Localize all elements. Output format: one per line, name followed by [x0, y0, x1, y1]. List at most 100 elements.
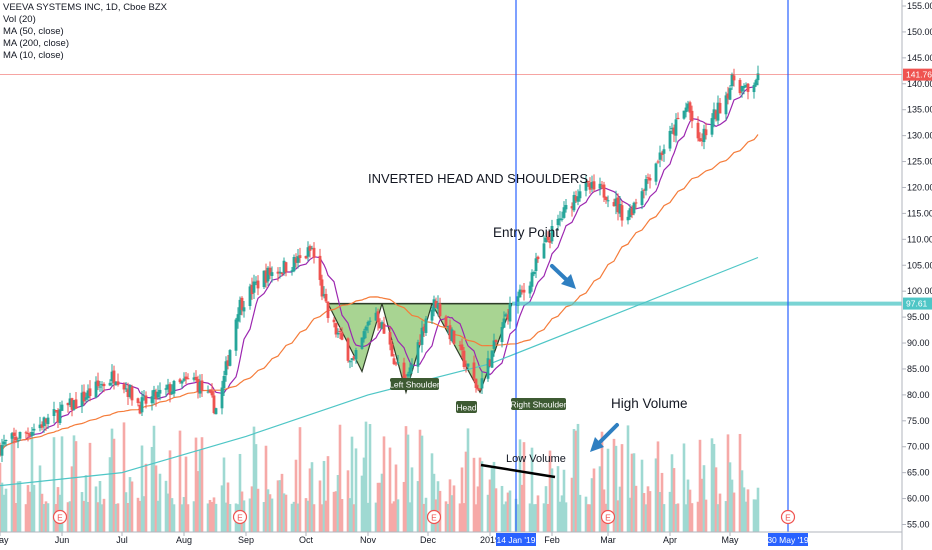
candle	[32, 423, 36, 436]
volume-bar	[474, 504, 478, 532]
volume-bar	[698, 439, 702, 532]
moving-average-line	[0, 256, 759, 487]
candle	[294, 253, 298, 268]
candle	[458, 340, 462, 351]
price-tag-label: 97.61	[906, 299, 928, 309]
candle	[674, 113, 678, 143]
candle	[618, 195, 622, 218]
candle	[684, 102, 688, 118]
volume-bar	[632, 453, 636, 532]
volume-bar	[382, 436, 386, 532]
volume-bar	[500, 485, 504, 532]
volume-bar	[542, 503, 546, 532]
candle	[278, 266, 282, 279]
candle	[634, 198, 638, 210]
moving-averages	[0, 83, 759, 487]
volume-bar	[252, 426, 256, 532]
volume-bar	[516, 504, 520, 532]
volume-bar	[68, 501, 72, 532]
volume-bar	[212, 497, 216, 532]
volume-bar	[390, 503, 394, 532]
candle	[642, 188, 646, 199]
candle	[528, 281, 532, 298]
y-tick-label: 65.00	[907, 468, 930, 478]
earnings-icon[interactable]: E	[600, 509, 616, 525]
candle	[364, 325, 368, 339]
earnings-icon[interactable]: E	[780, 509, 796, 525]
volume-bar	[30, 437, 34, 532]
candle	[26, 427, 30, 442]
left-shoulder-tag: Left Shoulder	[389, 378, 440, 390]
candle	[698, 132, 702, 142]
volume-bar	[172, 504, 176, 532]
volume-bar	[220, 485, 224, 532]
candle	[308, 244, 312, 258]
volume-bar	[724, 501, 728, 532]
volume-bar	[592, 468, 596, 532]
volume-bar	[602, 489, 606, 532]
volume-bar	[704, 499, 708, 532]
volume-bar	[402, 481, 406, 532]
volume-bar	[196, 471, 200, 532]
volume-bar	[150, 446, 154, 532]
volume-bar	[732, 492, 736, 532]
candle	[84, 392, 88, 403]
candle	[520, 285, 524, 295]
candle	[756, 65, 760, 86]
volume-bar	[144, 463, 148, 532]
candle	[124, 381, 128, 393]
volume-bar	[130, 481, 134, 532]
y-tick-label: 135.00	[907, 105, 932, 115]
earnings-icon[interactable]: E	[232, 509, 248, 525]
volume-bar	[66, 502, 70, 532]
volume-bar	[350, 436, 354, 532]
x-axis-ticks: May Jun Jul Aug Sep Oct Nov Dec 2019 Feb Mar Apr May	[0, 532, 739, 545]
volume-bar	[590, 478, 594, 532]
volume-bar	[530, 447, 534, 532]
earnings-icon[interactable]: E	[52, 509, 68, 525]
earnings-icon[interactable]: E	[426, 509, 442, 525]
volume-bar	[494, 488, 498, 532]
y-tick-label: 60.00	[907, 494, 930, 504]
head-text: Head	[456, 403, 477, 413]
volume-bar	[70, 466, 74, 532]
candle	[670, 122, 674, 134]
volume-bar	[598, 466, 602, 532]
svg-text:E: E	[605, 513, 611, 523]
candle	[228, 349, 232, 367]
volume-bar	[82, 500, 86, 532]
candle	[102, 382, 106, 393]
volume-bar	[416, 481, 420, 532]
candle	[312, 242, 316, 264]
volume-bar	[214, 503, 218, 532]
candle	[724, 91, 728, 121]
candle	[42, 416, 46, 433]
volume-bar	[560, 495, 564, 532]
candle	[138, 401, 142, 415]
x-tick-label: Oct	[299, 535, 314, 545]
candle	[108, 379, 112, 387]
candle	[374, 307, 378, 322]
volume-bar	[712, 443, 716, 532]
candle	[530, 269, 534, 292]
candle	[466, 363, 470, 370]
volume-bar	[374, 502, 378, 532]
candle	[506, 308, 510, 325]
candle	[752, 82, 756, 99]
volume-bar	[444, 501, 448, 532]
candle	[0, 438, 4, 462]
x-tick-label: Apr	[663, 535, 677, 545]
candle	[172, 379, 176, 397]
candle	[542, 235, 546, 259]
volume-bar	[308, 468, 312, 532]
candle	[362, 328, 366, 343]
candle	[224, 356, 228, 382]
candle	[324, 288, 328, 304]
volume-bar	[710, 438, 714, 532]
volume-bar	[648, 491, 652, 532]
volume-bar	[754, 499, 758, 532]
annotations: INVERTED HEAD AND SHOULDERS Entry Point …	[368, 171, 688, 479]
y-tick-label: 125.00	[907, 157, 932, 167]
volume-bar	[296, 503, 300, 532]
